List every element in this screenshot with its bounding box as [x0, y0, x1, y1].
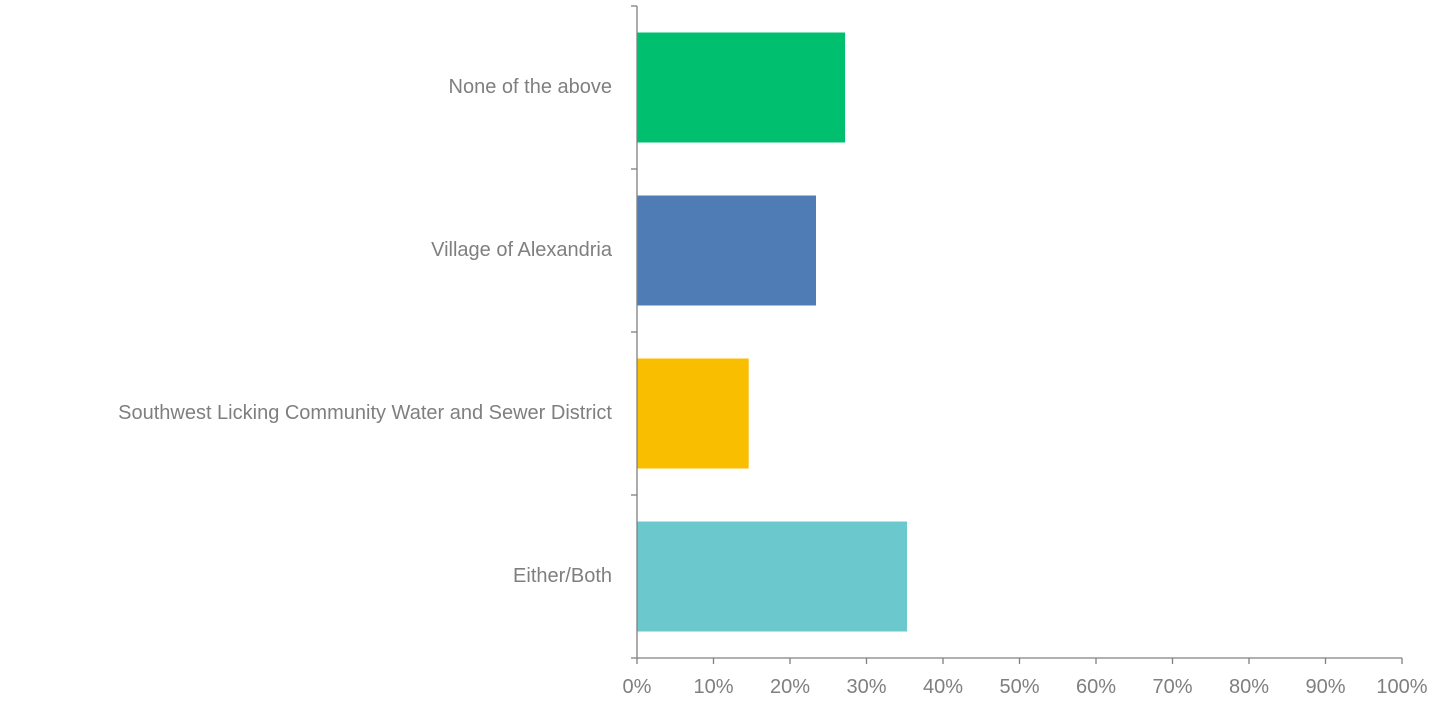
bar	[637, 358, 749, 469]
bars-group	[637, 32, 908, 632]
x-tick-label: 80%	[1229, 676, 1269, 698]
x-axis-ticks-group	[636, 658, 1403, 664]
x-tick-label: 100%	[1376, 676, 1427, 698]
bar	[637, 32, 846, 143]
category-label: Village of Alexandria	[431, 239, 613, 261]
x-tick-label: 50%	[999, 676, 1039, 698]
x-tick-label: 40%	[923, 676, 963, 698]
category-label: None of the above	[449, 76, 612, 98]
x-tick-label: 30%	[846, 676, 886, 698]
x-tick-label: 60%	[1076, 676, 1116, 698]
x-tick-labels-group: 0% 10% 20% 30% 40% 50% 60% 70% 80% 90% 100%	[623, 676, 1428, 698]
x-tick-label: 10%	[693, 676, 733, 698]
x-tick-label: 90%	[1305, 676, 1345, 698]
category-labels-group: None of the above Village of Alexandria So…	[118, 76, 613, 587]
category-label: Southwest Licking Community Water and Se…	[118, 402, 612, 424]
x-tick-label: 0%	[623, 676, 652, 698]
y-axis-ticks-group	[631, 5, 637, 659]
bar	[637, 521, 908, 632]
bar	[637, 195, 817, 306]
x-tick-label: 20%	[770, 676, 810, 698]
category-label: Either/Both	[513, 565, 612, 587]
x-tick-label: 70%	[1152, 676, 1192, 698]
